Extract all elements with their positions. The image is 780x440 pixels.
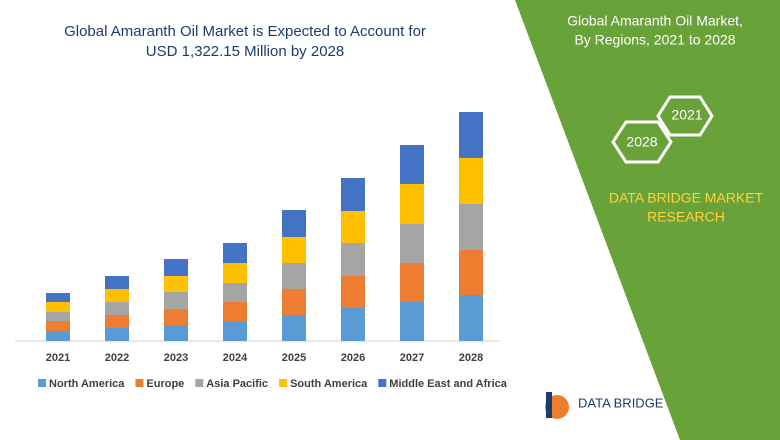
legend-swatch bbox=[38, 379, 46, 387]
hexagon-label: 2028 bbox=[626, 134, 657, 150]
x-tick-label: 2025 bbox=[282, 352, 306, 364]
x-tick-label: 2024 bbox=[223, 352, 248, 364]
bar-segment bbox=[105, 302, 129, 315]
legend-label: South America bbox=[290, 378, 368, 390]
bar-segment bbox=[46, 331, 70, 341]
legend-label: Middle East and Africa bbox=[389, 378, 507, 390]
bar-segment bbox=[459, 204, 483, 250]
bar-segment bbox=[282, 315, 306, 341]
legend-label: North America bbox=[49, 378, 125, 390]
bar-segment bbox=[46, 312, 70, 321]
bar-segment bbox=[46, 302, 70, 312]
hexagon bbox=[611, 120, 673, 164]
bar-segment bbox=[164, 325, 188, 341]
bar-segment bbox=[105, 276, 129, 289]
bar-segment bbox=[341, 178, 365, 211]
bar-segment bbox=[282, 237, 306, 263]
bar-segment bbox=[282, 289, 306, 315]
brand-text: DATA BRIDGE MARKET bbox=[609, 190, 764, 206]
logo: DATA BRIDGE bbox=[545, 392, 664, 419]
bar-segment bbox=[105, 328, 129, 341]
bar-segment bbox=[223, 263, 247, 283]
bar-segment bbox=[105, 315, 129, 328]
bar-segment bbox=[105, 289, 129, 302]
hexagon bbox=[656, 95, 714, 137]
bar-segment bbox=[400, 263, 424, 302]
x-tick-label: 2027 bbox=[400, 352, 424, 364]
bar-segment bbox=[223, 322, 247, 341]
chart-title: Global Amaranth Oil Market is Expected t… bbox=[64, 23, 426, 40]
bar-segment bbox=[46, 321, 70, 331]
side-panel bbox=[515, 0, 780, 440]
x-tick-label: 2022 bbox=[105, 352, 129, 364]
bar-segment bbox=[46, 293, 70, 302]
panel-title: Global Amaranth Oil Market, bbox=[567, 13, 743, 29]
bar-segment bbox=[459, 250, 483, 295]
legend-swatch bbox=[195, 379, 204, 387]
bar-segment bbox=[282, 210, 306, 237]
legend-label: Asia Pacific bbox=[206, 378, 268, 390]
legend-swatch bbox=[279, 379, 288, 387]
bar-segment bbox=[400, 302, 424, 341]
bar-segment bbox=[400, 184, 424, 224]
bar-segment bbox=[282, 263, 306, 289]
legend-swatch bbox=[378, 379, 387, 387]
bar-segment bbox=[400, 145, 424, 184]
bar-segment bbox=[341, 308, 365, 341]
legend-label: Europe bbox=[146, 378, 184, 390]
x-tick-label: 2028 bbox=[459, 352, 483, 364]
bar-segment bbox=[341, 211, 365, 243]
bar-segment bbox=[164, 276, 188, 292]
x-tick-label: 2023 bbox=[164, 352, 188, 364]
bar-segment bbox=[223, 243, 247, 263]
logo-text: DATA BRIDGE bbox=[578, 395, 664, 410]
hexagon-label: 2021 bbox=[671, 107, 702, 123]
bar-segment bbox=[400, 224, 424, 263]
bar-segment bbox=[459, 112, 483, 158]
bar-segment bbox=[341, 243, 365, 276]
x-tick-label: 2026 bbox=[341, 352, 365, 364]
bar-segment bbox=[459, 295, 483, 341]
bar-segment bbox=[223, 302, 247, 322]
bar-segment bbox=[164, 259, 188, 276]
bar-segment bbox=[223, 283, 247, 302]
logo-icon bbox=[546, 392, 552, 418]
chart-title: USD 1,322.15 Million by 2028 bbox=[146, 43, 344, 60]
legend-swatch bbox=[135, 379, 144, 387]
bar-segment bbox=[459, 158, 483, 204]
panel-title: By Regions, 2021 to 2028 bbox=[574, 32, 735, 48]
brand-text: RESEARCH bbox=[647, 209, 725, 225]
bar-segment bbox=[164, 292, 188, 309]
bar-segment bbox=[164, 309, 188, 325]
bar-segment bbox=[341, 276, 365, 308]
x-tick-label: 2021 bbox=[46, 352, 70, 364]
